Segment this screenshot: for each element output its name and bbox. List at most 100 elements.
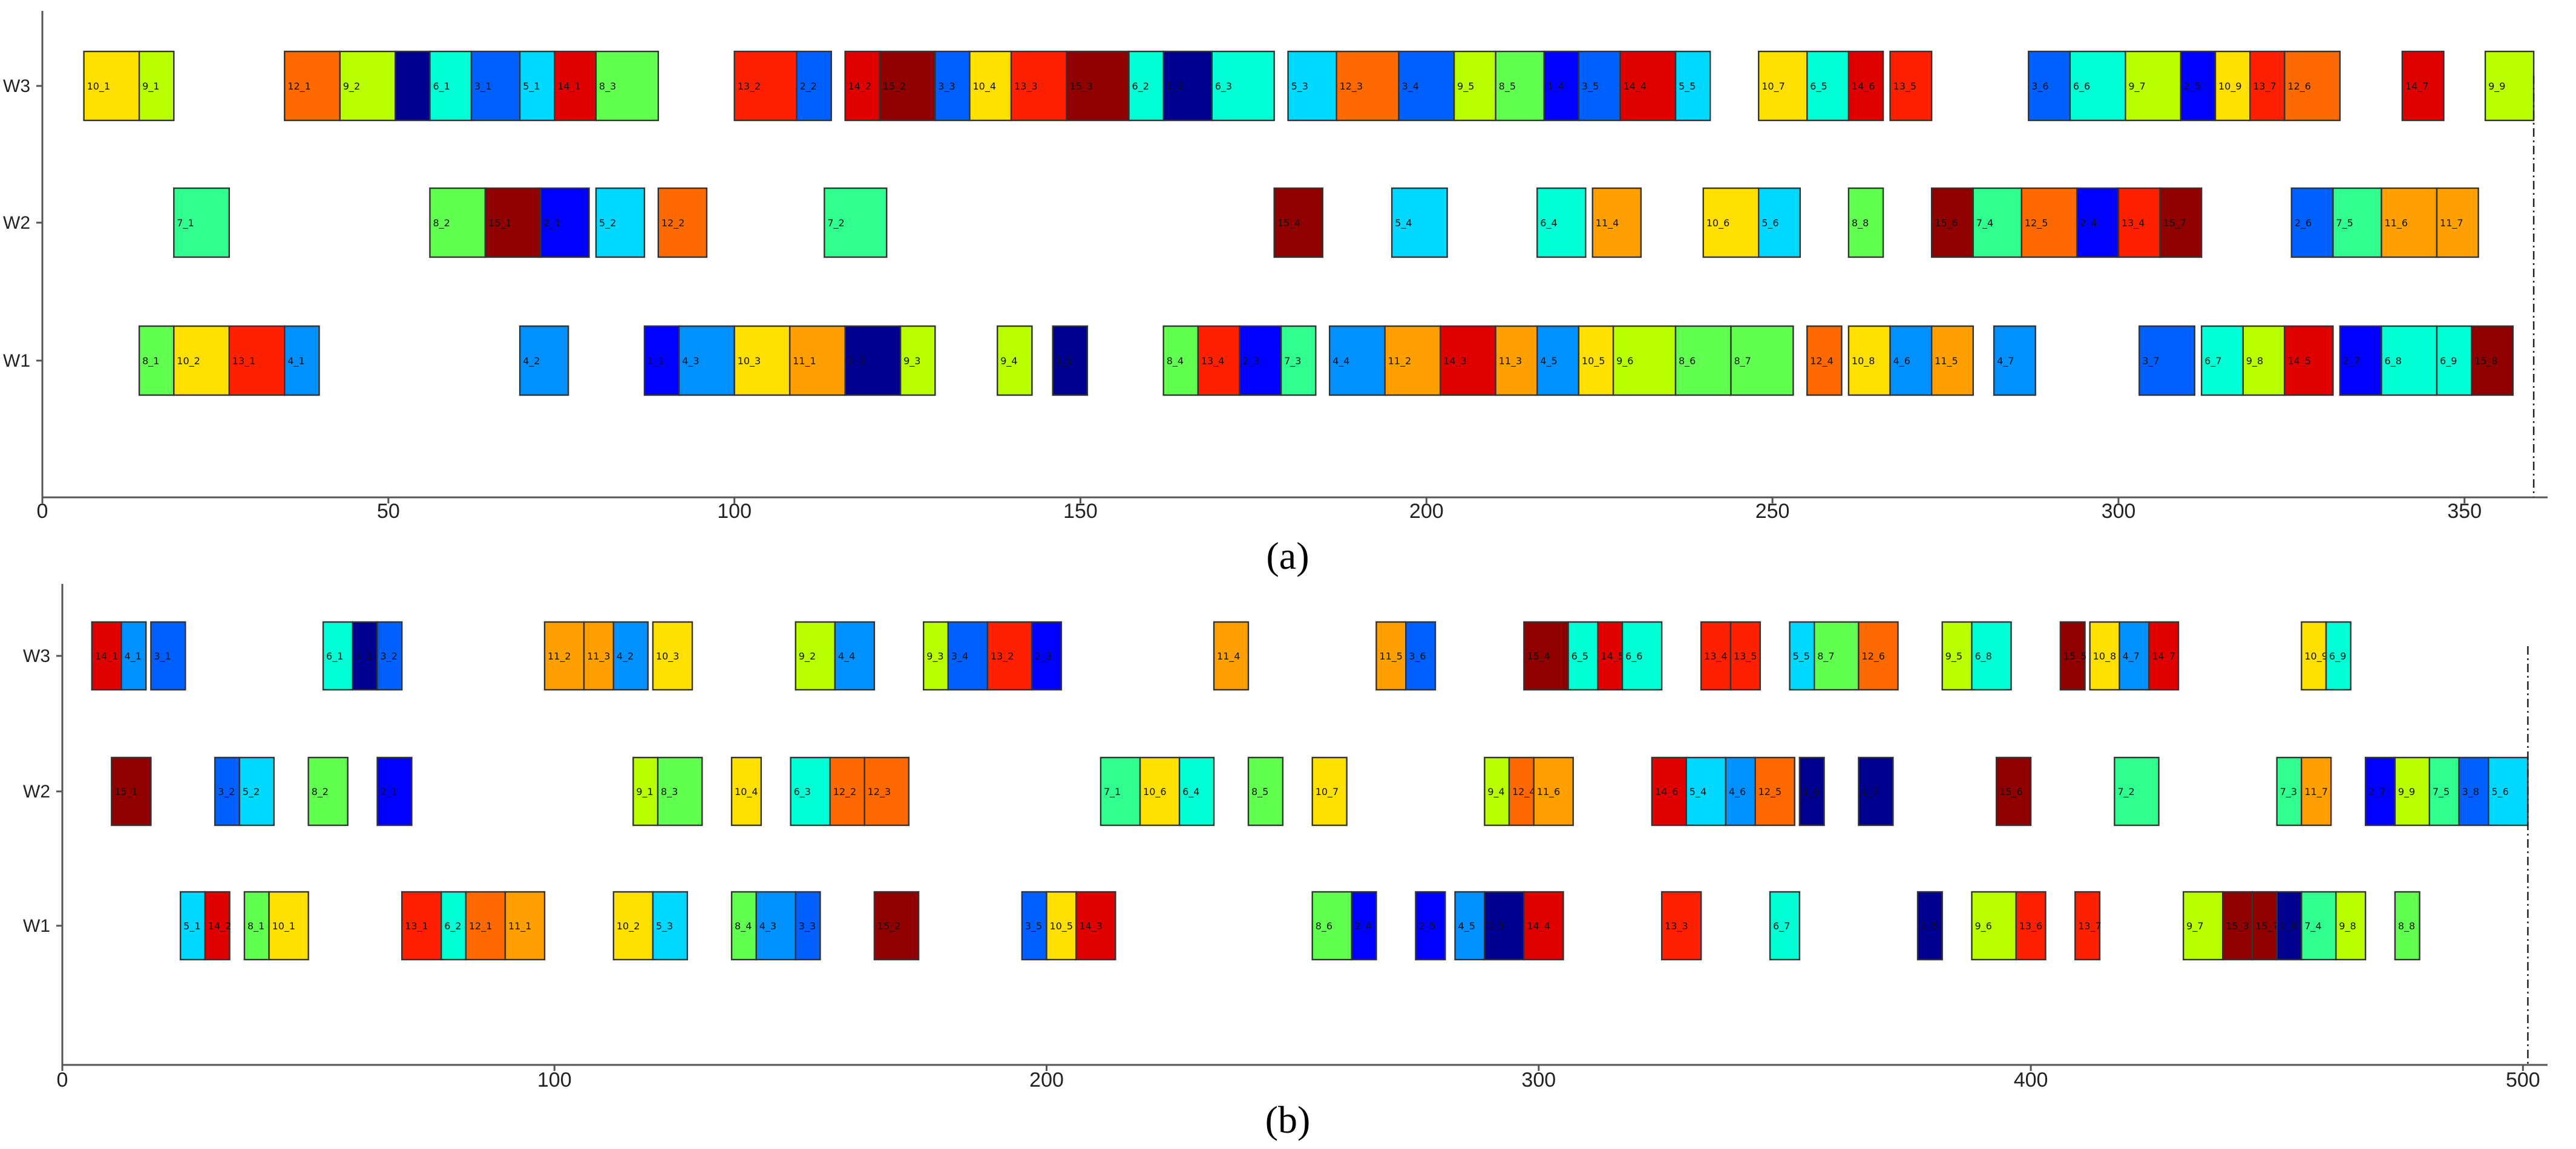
operation-block: 15_7: [2159, 187, 2203, 258]
operation-label: 15_1: [114, 786, 138, 798]
operation-label: 10_2: [617, 920, 640, 932]
operation-block: 7_4: [1972, 187, 2023, 258]
operation-block: 1_6: [1798, 756, 1825, 827]
operation-block: 8_3: [657, 756, 703, 827]
operation-block: 11_3: [583, 621, 615, 691]
operation-block: 12_4: [1508, 756, 1536, 827]
operation-label: 4_3: [682, 355, 699, 367]
operation-bar: [2364, 756, 2396, 827]
operation-block: 8_3: [595, 50, 660, 122]
operation-block: 14_3: [1075, 891, 1116, 961]
operation-label: 9_8: [2339, 920, 2356, 932]
operation-label: 10_7: [1316, 786, 1339, 798]
operation-bar: [2148, 621, 2180, 691]
operation-label: 14_6: [1852, 80, 1875, 93]
x-tick-label: 50: [377, 500, 400, 523]
operation-block: 15_1: [484, 187, 542, 258]
operation-label: 5_5: [1793, 650, 1810, 663]
operation-block: 11_2: [543, 621, 585, 691]
operation-block: 4_5: [1536, 325, 1580, 396]
operation-bar: [1758, 187, 1801, 258]
operation-block: 2_3: [1031, 621, 1063, 691]
operation-label: 13_7: [2078, 920, 2102, 932]
operation-block: 1_7: [1858, 756, 1894, 827]
operation-bar: [2401, 50, 2445, 122]
operation-block: 9_9: [2484, 50, 2535, 122]
operation-bar: [1591, 187, 1642, 258]
operation-label: 4_1: [287, 355, 304, 367]
operation-label: 14_1: [95, 650, 119, 663]
operation-block: 1_4: [1543, 50, 1580, 122]
operation-label: 2_3: [1035, 650, 1052, 663]
operation-label: 5_4: [1689, 786, 1706, 798]
operation-label: 13_5: [1893, 80, 1917, 93]
operation-label: 14_2: [848, 80, 872, 93]
operation-bar: [1769, 891, 1801, 961]
operation-bar: [1619, 50, 1677, 122]
operation-block: 9_1: [632, 756, 659, 827]
operation-bar: [1674, 50, 1711, 122]
operation-label: 6_3: [794, 786, 811, 798]
operation-label: 6_4: [1540, 217, 1557, 229]
operation-bar: [1789, 621, 1815, 691]
operation-bar: [879, 50, 936, 122]
operation-bar: [2301, 756, 2332, 827]
operation-block: 6_1: [322, 621, 354, 691]
operation-block: 12_5: [2020, 187, 2078, 258]
operation-bar: [2394, 891, 2420, 961]
operation-block: 2_4: [1351, 891, 1377, 961]
panel-label-a: (a): [1266, 534, 1309, 577]
operation-block: 14_2: [204, 891, 231, 961]
operation-label: 11_7: [2440, 217, 2463, 229]
operation-bar: [873, 891, 920, 961]
operation-block: 6_8: [1971, 621, 2012, 691]
operation-block: 2_7: [2364, 756, 2396, 827]
operation-label: 9_3: [903, 355, 920, 367]
operation-block: 13_1: [401, 891, 442, 961]
operation-label: 8_6: [1316, 920, 1332, 932]
operation-label: 4_5: [1458, 920, 1475, 932]
panel-label-b: (b): [1265, 1098, 1311, 1141]
operation-block: 10_6: [1702, 187, 1760, 258]
operation-bar: [1484, 891, 1525, 961]
operation-label: 6_7: [2204, 355, 2221, 367]
operation-label: 8_2: [312, 786, 329, 798]
operation-bar: [1508, 756, 1535, 827]
operation-bar: [543, 621, 585, 691]
operation-label: 1_3: [848, 355, 865, 367]
operation-block: 15_8: [2470, 325, 2514, 396]
operation-label: 9_4: [1487, 786, 1504, 798]
operation-label: 11_4: [1596, 217, 1619, 229]
operation-label: 9_5: [1945, 650, 1962, 663]
operation-block: 9_5: [1453, 50, 1496, 122]
operation-label: 10_6: [1706, 217, 1730, 229]
operation-block: 2_1: [376, 756, 413, 827]
operation-block: 14_3: [1439, 325, 1496, 396]
operation-block: 6_4: [1536, 187, 1587, 258]
operation-label: 8_7: [1734, 355, 1751, 367]
operation-label: 10_1: [272, 920, 296, 932]
operation-block: 15_2: [873, 891, 920, 961]
operation-bar: [429, 187, 487, 258]
operation-bar: [1993, 325, 2036, 396]
operation-bar: [2214, 50, 2251, 122]
operation-bar: [1128, 50, 1164, 122]
operation-block: 6_3: [790, 756, 831, 827]
operation-bar: [540, 187, 590, 258]
operation-bar: [1597, 621, 1624, 691]
operation-label: 2_5: [1418, 920, 1435, 932]
operation-block: 6_5: [1567, 621, 1599, 691]
operation-label: 8_2: [433, 217, 450, 229]
operation-block: 11_5: [1930, 325, 1974, 396]
operation-block: 8_4: [730, 891, 757, 961]
operation-label: 5_1: [183, 920, 200, 932]
operation-label: 15_7: [2163, 217, 2187, 229]
operation-block: 3_6: [2028, 50, 2071, 122]
operation-bar: [1075, 891, 1116, 961]
operation-label: 2_4: [2080, 217, 2097, 229]
operation-label: 5_6: [2491, 786, 2508, 798]
operation-label: 4_5: [1540, 355, 1557, 367]
operation-bar: [1729, 621, 1761, 691]
operation-label: 10_3: [656, 650, 680, 663]
operation-label: 8_4: [1167, 355, 1184, 367]
